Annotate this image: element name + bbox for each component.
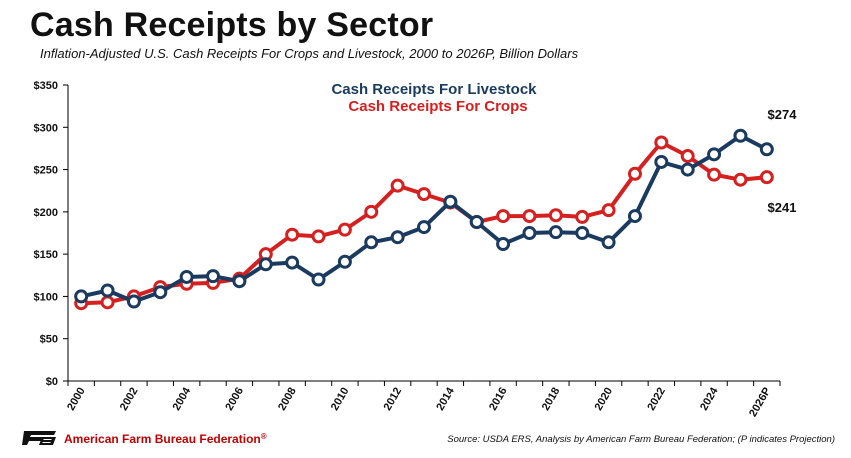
x-tick-label: 2000 (65, 386, 88, 413)
y-tick-label: $200 (34, 207, 58, 219)
y-tick-label: $250 (34, 165, 58, 177)
crops-data-point (496, 209, 511, 224)
x-tick-label: 2024 (698, 385, 721, 413)
y-tick-label: $100 (34, 291, 58, 303)
livestock-data-point (126, 294, 141, 309)
x-tick-label: 2018 (540, 386, 563, 413)
y-tick-label: $50 (40, 334, 58, 346)
crops-data-point (337, 222, 352, 237)
x-tick-label: 2008 (276, 386, 299, 413)
livestock-data-point (390, 230, 405, 245)
livestock-data-point (179, 269, 194, 284)
crops-data-point (680, 149, 695, 164)
x-tick-label: 2014 (434, 385, 457, 413)
livestock-data-point (100, 283, 115, 298)
crops-data-point (759, 170, 774, 185)
livestock-data-point (680, 162, 695, 177)
livestock-data-point (311, 272, 326, 287)
livestock-data-point (548, 225, 563, 240)
chart-subtitle: Inflation-Adjusted U.S. Cash Receipts Fo… (40, 46, 579, 61)
x-tick-label: 2020 (593, 386, 616, 413)
y-tick-label: $350 (34, 80, 58, 92)
livestock-data-point (575, 226, 590, 240)
livestock-data-point (417, 220, 431, 235)
y-tick-label: $0 (46, 376, 58, 388)
legend-crops: Cash Receipts For Crops (348, 98, 527, 115)
crops-data-point (390, 178, 405, 193)
crops-data-point (364, 204, 379, 219)
farm-bureau-logo-icon (22, 431, 56, 445)
y-tick-label: $300 (34, 122, 58, 134)
livestock-data-point (654, 154, 669, 169)
crops-data-point (548, 208, 563, 223)
livestock-data-point (364, 235, 379, 250)
livestock-data-point (496, 236, 511, 251)
crops-data-point (285, 227, 300, 242)
livestock-data-point (232, 274, 247, 289)
crops-data-point (601, 203, 616, 218)
livestock-end-label: $274 (768, 107, 798, 122)
livestock-data-point (443, 194, 458, 209)
livestock-data-point (707, 147, 722, 162)
x-tick-label: 2012 (382, 386, 405, 413)
crops-data-point (417, 187, 431, 202)
livestock-data-point (601, 235, 616, 250)
legend-livestock: Cash Receipts For Livestock (331, 81, 537, 98)
organization-name: American Farm Bureau Federation® (64, 432, 267, 446)
livestock-data-point (285, 255, 300, 270)
crops-data-point (522, 209, 537, 224)
registered-mark: ® (260, 432, 267, 441)
livestock-data-point (469, 215, 484, 230)
crops-data-point (627, 166, 642, 181)
livestock-data-point (153, 285, 168, 300)
crops-end-label: $241 (768, 200, 797, 215)
livestock-data-point (627, 209, 642, 224)
source-note: Source: USDA ERS, Analysis by American F… (447, 434, 835, 445)
x-tick-label: 2010 (329, 386, 352, 413)
livestock-data-point (337, 254, 352, 269)
crops-data-point (100, 295, 115, 310)
chart-title: Cash Receipts by Sector (30, 6, 434, 44)
livestock-data-point (206, 269, 221, 284)
y-tick-label: $150 (34, 249, 58, 261)
x-tick-label: 2006 (223, 386, 246, 413)
livestock-data-point (74, 289, 89, 304)
crops-data-point (707, 167, 722, 182)
x-tick-label: 2026P (747, 386, 773, 420)
crops-data-point (733, 172, 748, 187)
x-tick-label: 2022 (645, 386, 668, 413)
x-tick-label: 2004 (171, 385, 194, 413)
x-tick-label: 2016 (487, 385, 510, 412)
crops-data-point (654, 135, 669, 150)
crops-data-point (575, 209, 590, 224)
livestock-data-point (522, 226, 537, 240)
livestock-data-point (733, 128, 748, 143)
livestock-data-point (759, 142, 774, 157)
x-tick-label: 2002 (118, 386, 141, 413)
crops-data-point (311, 229, 326, 244)
livestock-data-point (258, 257, 273, 272)
